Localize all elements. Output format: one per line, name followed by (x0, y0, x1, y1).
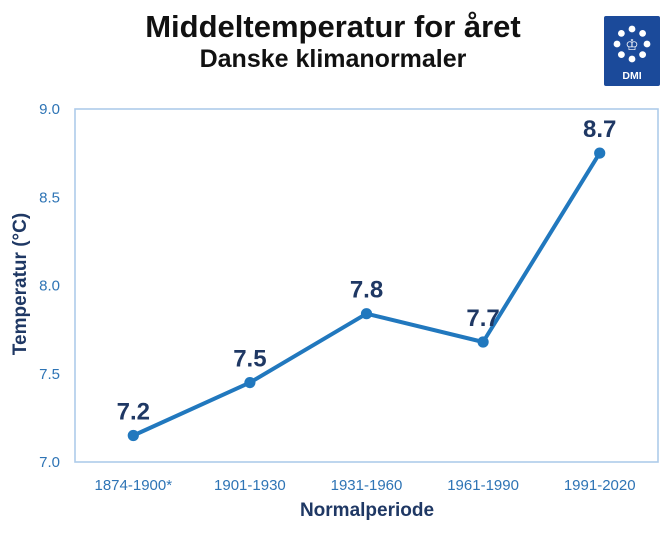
logo-dot (639, 51, 647, 59)
y-axis-title: Temperatur (°C) (10, 212, 31, 356)
data-point (477, 336, 489, 348)
data-point-label: 8.7 (583, 116, 616, 143)
logo-dot (617, 51, 625, 59)
x-tick-label: 1961-1990 (447, 477, 519, 494)
y-tick-label: 7.0 (39, 454, 60, 471)
logo-dot (628, 55, 636, 63)
plot-border (74, 108, 659, 463)
logo-dot (617, 29, 625, 37)
y-tick-label: 9.0 (39, 101, 60, 118)
data-point (360, 308, 373, 320)
x-tick-label: 1991-2020 (564, 477, 636, 494)
crown-icon: ♔ (625, 36, 638, 54)
logo-label: DMI (622, 70, 641, 82)
x-tick-label: 1901-1930 (214, 477, 286, 494)
x-tick-label: 1931-1960 (331, 477, 403, 494)
y-tick-label: 7.5 (39, 366, 60, 383)
data-point-label: 7.8 (350, 277, 383, 304)
y-tick-label: 8.0 (39, 278, 60, 295)
data-point (244, 377, 256, 389)
data-point-label: 7.5 (233, 346, 266, 373)
data-point (594, 147, 606, 159)
data-point-label: 7.2 (117, 399, 150, 426)
x-tick-label: 1874-1900* (95, 477, 173, 494)
logo-dots-icon (613, 25, 651, 63)
logo-dot (628, 25, 636, 33)
data-point-label: 7.7 (466, 305, 499, 332)
dmi-logo-graphic: ♔ DMI (604, 16, 660, 86)
logo-dot (639, 29, 647, 37)
logo-dot (643, 40, 651, 48)
logo-dot (613, 40, 621, 48)
data-point (127, 429, 139, 442)
y-tick-label: 8.5 (39, 189, 60, 206)
x-axis-title: Normalperiode (299, 500, 435, 521)
dmi-logo: ♔ DMI (604, 16, 660, 86)
